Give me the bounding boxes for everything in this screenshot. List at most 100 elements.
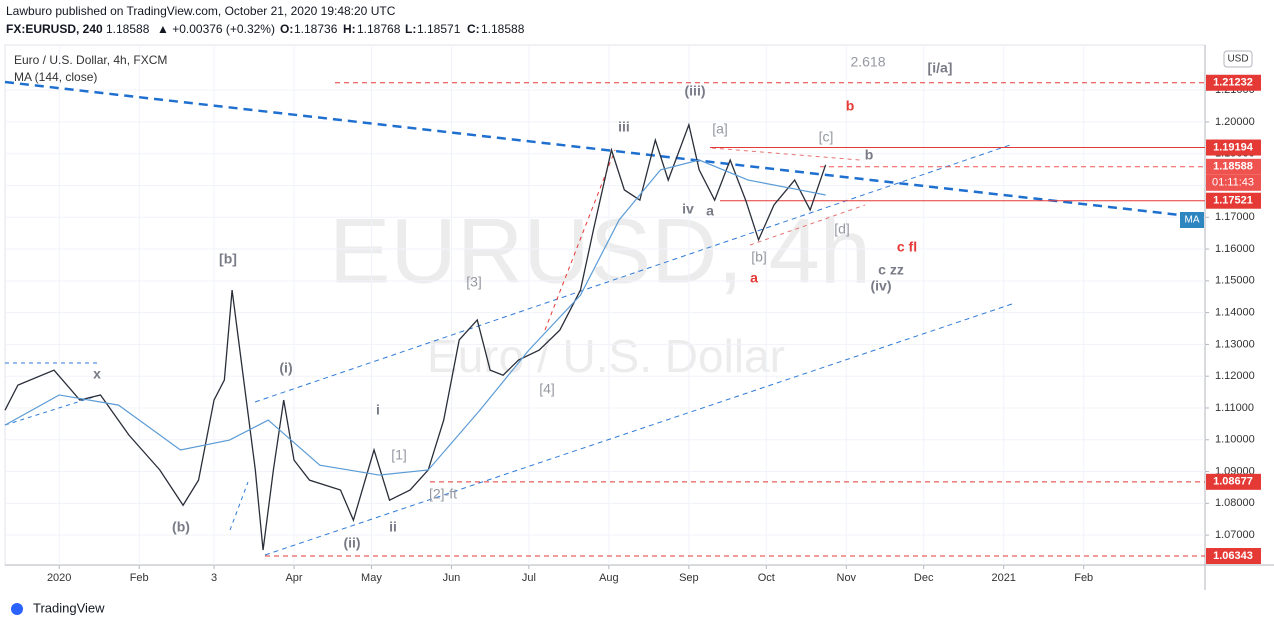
axes: 1.070001.080001.090001.100001.110001.120… <box>47 74 1261 584</box>
currency-box <box>1223 50 1253 68</box>
level-label-box <box>1206 548 1261 565</box>
x-tick-label: Jun <box>443 572 461 584</box>
level-label: 1.08677 <box>1213 476 1253 488</box>
wave-label: (iv) <box>871 278 892 294</box>
logo <box>11 603 23 615</box>
level-label: 1.21232 <box>1213 77 1253 89</box>
y-tick-label: 1.10000 <box>1215 434 1255 446</box>
plot-area <box>4 44 1206 566</box>
countdown: 01:11:43 <box>1212 177 1254 189</box>
y-tick-label: 1.16000 <box>1215 243 1255 255</box>
high: 1.18768 <box>357 22 401 36</box>
level-label: 1.18588 <box>1213 161 1253 173</box>
trend-lines <box>4 80 1181 556</box>
trend-line <box>544 149 616 331</box>
series <box>4 122 827 551</box>
trend-line <box>264 302 1016 556</box>
publisher: Lawburo published on TradingView.com, Oc… <box>6 4 396 18</box>
x-tick-label: May <box>361 572 382 584</box>
x-tick-label: 3 <box>211 572 217 584</box>
level-label-box <box>1206 192 1261 209</box>
legend-instrument: Euro / U.S. Dollar, 4h, FXCM <box>14 53 167 67</box>
level-label: 1.06343 <box>1213 550 1253 562</box>
trend-line <box>711 147 861 161</box>
low: 1.18571 <box>417 22 461 36</box>
level-label-box <box>1206 74 1261 91</box>
wave-label: 2.618 <box>850 54 885 70</box>
legend-indicator: MA (144, close) <box>14 70 97 84</box>
x-tick-label: Feb <box>1074 572 1093 584</box>
y-tick-label: 1.17000 <box>1215 211 1255 223</box>
wave-label: [a] <box>712 121 728 137</box>
wave-label: [d] <box>834 221 850 237</box>
wave-label: i <box>376 402 380 418</box>
wave-label: c fl <box>897 239 917 255</box>
countdown-box <box>1206 174 1261 191</box>
wave-label: (iii) <box>685 83 706 99</box>
y-tick-label: 1.08000 <box>1215 497 1255 509</box>
level-label-box <box>1206 473 1261 490</box>
trend-line <box>254 144 1011 403</box>
price-line <box>4 159 826 476</box>
y-tick-label: 1.12000 <box>1215 370 1255 382</box>
x-tick-label: 2021 <box>991 572 1015 584</box>
wave-label: [4] <box>539 381 555 397</box>
y-tick-label: 1.13000 <box>1215 338 1255 350</box>
levels <box>265 82 1205 557</box>
wave-label: [2]-ft <box>429 486 457 502</box>
watermark-name: Euro / U.S. Dollar <box>427 330 785 382</box>
x-tick-label: Oct <box>758 572 775 584</box>
wave-label: [b] <box>219 251 237 267</box>
grid <box>5 45 1205 565</box>
x-tick-label: Jul <box>522 572 536 584</box>
wave-label: c zz <box>878 262 904 278</box>
wave-label: (i) <box>279 360 292 376</box>
x-tick-label: Aug <box>599 572 619 584</box>
wave-label: iii <box>618 119 630 135</box>
y-tick-label: 1.20000 <box>1215 116 1255 128</box>
x-tick-label: Feb <box>130 572 149 584</box>
trend-line <box>229 481 249 531</box>
h-label: H: <box>343 22 356 36</box>
o-label: O: <box>280 22 293 36</box>
footer-brand: TradingView <box>33 600 105 615</box>
currency: USD <box>1227 54 1248 65</box>
y-tick-label: 1.15000 <box>1215 275 1255 287</box>
x-tick-label: Apr <box>285 572 302 584</box>
wave-label: [3] <box>466 274 482 290</box>
ma-badge: MA <box>1185 215 1200 226</box>
ma-badge-box <box>1180 212 1204 228</box>
symbol: FX:EURUSD, 240 <box>6 22 103 36</box>
level-label: 1.17521 <box>1213 195 1253 207</box>
wave-label: iv <box>682 201 694 217</box>
last-price: 1.18588 <box>106 22 150 36</box>
trend-line <box>4 80 1181 217</box>
wave-label: b <box>846 98 855 114</box>
wave-label: (ii) <box>343 535 360 551</box>
change: ▲ +0.00376 (+0.32%) <box>157 22 275 36</box>
level-label-box <box>1206 139 1261 156</box>
wave-label: a <box>750 270 758 286</box>
price-line <box>4 122 827 551</box>
header: Lawburo published on TradingView.com, Oc… <box>6 4 525 36</box>
level-label: 1.19194 <box>1213 141 1254 153</box>
l-label: L: <box>405 22 416 36</box>
c-label: C: <box>467 22 480 36</box>
wave-label: a <box>706 203 714 219</box>
x-tick-label: Dec <box>914 572 934 584</box>
watermark-symbol: EURUSD, 4h <box>329 200 871 302</box>
wave-label: [c] <box>819 129 834 145</box>
wave-label: (b) <box>172 519 190 535</box>
x-tick-label: 2020 <box>47 572 71 584</box>
x-tick-label: Sep <box>679 572 699 584</box>
wave-label: ii <box>389 519 397 535</box>
y-tick-label: 1.11000 <box>1215 402 1254 414</box>
wave-label: [1] <box>391 447 407 463</box>
close: 1.18588 <box>481 22 525 36</box>
wave-label: [b] <box>751 249 767 265</box>
trend-line <box>4 394 101 426</box>
y-tick-label: 1.07000 <box>1215 529 1255 541</box>
annotations: 2.618 [i/a]b(iii)iii [a] [c]biv a[d]c fl[b]a… <box>93 54 952 551</box>
open: 1.18736 <box>294 22 338 36</box>
